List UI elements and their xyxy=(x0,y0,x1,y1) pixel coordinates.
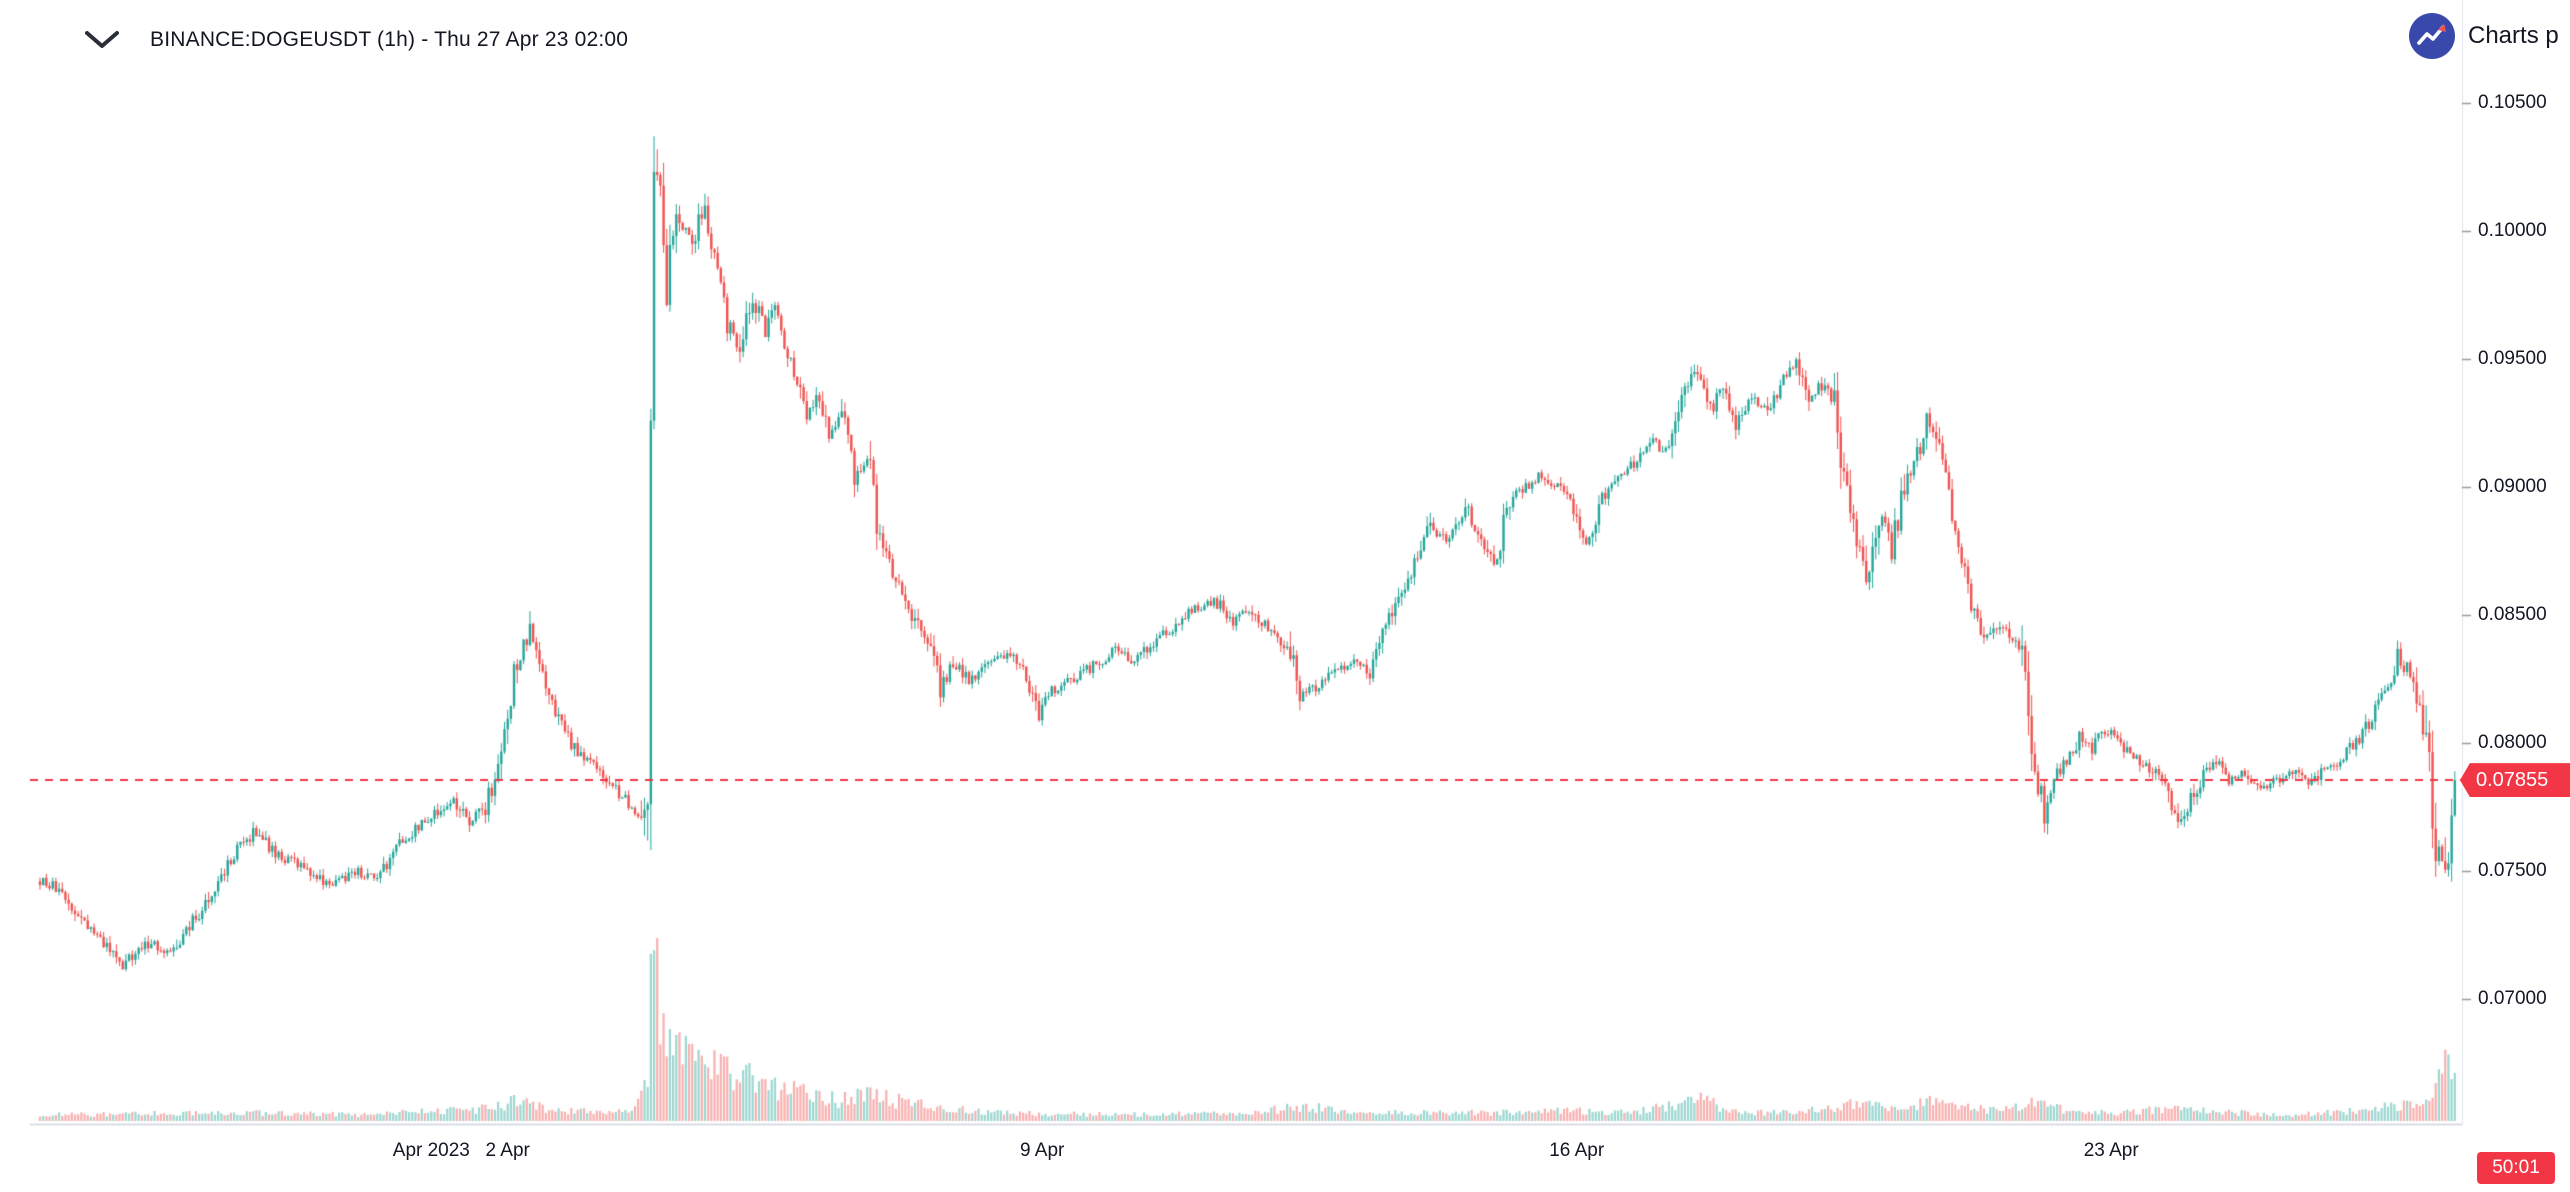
price-tick-label: 0.09000 xyxy=(2478,476,2547,497)
time-tick-label: 23 Apr xyxy=(2083,1140,2139,1161)
price-tick-label: 0.10500 xyxy=(2478,92,2547,113)
price-tick-label: 0.10000 xyxy=(2478,220,2547,241)
price-tick-label: 0.08000 xyxy=(2478,732,2547,753)
charts-link-label: Charts p xyxy=(2468,22,2559,49)
bar-countdown-label: 50:01 xyxy=(2477,1152,2555,1184)
price-tick-label: 0.09500 xyxy=(2478,348,2547,369)
chevron-down-icon xyxy=(85,31,119,48)
time-tick-label: Apr 2023 xyxy=(392,1140,470,1161)
time-tick-label: 16 Apr xyxy=(1549,1140,1605,1161)
chart-title: BINANCE:DOGEUSDT (1h) - Thu 27 Apr 23 02… xyxy=(150,28,629,51)
last-price-label: 0.07855 xyxy=(2460,763,2570,798)
price-tick-label: 0.08500 xyxy=(2478,604,2547,625)
collapse-chevron-button[interactable] xyxy=(80,26,124,54)
chart-header: BINANCE:DOGEUSDT (1h) - Thu 27 Apr 23 02… xyxy=(80,26,628,54)
price-tick-label: 0.07000 xyxy=(2478,988,2547,1009)
tradingview-charts-link[interactable]: Charts p xyxy=(2408,12,2570,60)
price-tick-label: 0.07500 xyxy=(2478,860,2547,881)
line-chart-icon xyxy=(2408,12,2456,60)
last-price-value: 0.07855 xyxy=(2476,768,2549,791)
time-tick-label: 2 Apr xyxy=(485,1140,530,1161)
time-tick-label: 9 Apr xyxy=(1020,1140,1065,1161)
